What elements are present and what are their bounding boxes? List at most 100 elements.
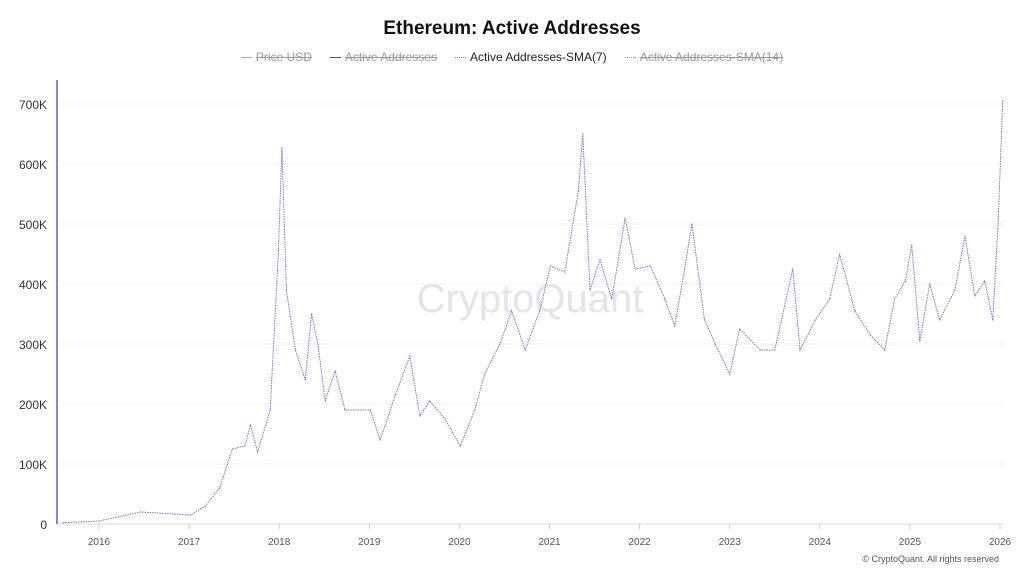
data-point xyxy=(219,487,221,489)
data-point xyxy=(419,415,421,417)
data-point xyxy=(549,265,552,267)
y-tick-label: 300K xyxy=(19,338,47,352)
chart-title: Ethereum: Active Addresses xyxy=(383,18,641,39)
data-point xyxy=(369,409,371,411)
x-tick-label: 2020 xyxy=(448,537,471,548)
legend: Price USD Active Addresses Active Addres… xyxy=(0,50,1024,64)
data-point xyxy=(939,319,941,321)
data-point xyxy=(429,400,431,402)
data-point xyxy=(474,409,476,411)
data-point xyxy=(599,259,601,261)
data-point xyxy=(929,283,931,285)
data-point xyxy=(893,298,896,300)
data-point xyxy=(1002,100,1004,102)
data-point xyxy=(703,319,706,321)
data-point xyxy=(997,220,999,222)
data-point xyxy=(459,445,461,447)
data-point xyxy=(285,289,288,291)
data-point xyxy=(611,298,613,300)
data-point xyxy=(664,298,666,300)
data-point xyxy=(139,511,142,513)
data-point xyxy=(582,133,584,135)
y-tick-label: 400K xyxy=(19,278,47,292)
data-point xyxy=(244,445,246,447)
x-tick-label: 2023 xyxy=(719,537,742,548)
legend-item-price-usd[interactable]: Price USD xyxy=(240,50,312,64)
data-point xyxy=(524,349,526,351)
data-point xyxy=(249,424,251,426)
data-point xyxy=(344,409,346,411)
data-point xyxy=(256,451,259,453)
data-point xyxy=(317,343,319,345)
data-point xyxy=(854,310,856,312)
data-point xyxy=(499,343,501,345)
y-tick-label: 500K xyxy=(19,218,47,232)
y-tick-label: 200K xyxy=(19,398,47,412)
x-tick-label: 2022 xyxy=(628,537,651,548)
data-point xyxy=(911,244,913,246)
data-point xyxy=(379,439,381,441)
data-point xyxy=(394,394,397,396)
legend-label: Active Addresses-SMA(14) xyxy=(639,50,784,64)
data-point xyxy=(204,505,206,507)
data-point xyxy=(98,520,100,522)
data-point xyxy=(691,223,693,225)
data-point xyxy=(269,409,271,411)
data-point xyxy=(714,343,716,345)
data-point xyxy=(884,349,886,351)
data-point xyxy=(190,514,192,516)
legend-swatch xyxy=(240,56,252,58)
data-point xyxy=(919,340,921,342)
data-point xyxy=(829,298,831,300)
data-point xyxy=(904,280,906,282)
data-point xyxy=(577,190,579,192)
x-tick-label: 2016 xyxy=(88,537,111,548)
legend-swatch xyxy=(329,56,341,58)
data-point xyxy=(964,235,966,237)
data-point xyxy=(484,373,486,375)
series-line-sma7 xyxy=(62,100,1004,524)
data-point xyxy=(774,349,776,351)
legend-label: Active Addresses xyxy=(344,50,437,64)
data-point xyxy=(304,379,306,381)
data-point xyxy=(294,349,297,351)
x-tick-label: 2024 xyxy=(809,537,832,548)
data-point xyxy=(954,289,956,291)
copyright: © CryptoQuant. All rights reserved xyxy=(862,554,999,564)
legend-item-sma14[interactable]: Active Addresses-SMA(14) xyxy=(624,50,784,64)
data-point xyxy=(444,418,446,420)
data-point xyxy=(799,349,801,351)
data-point xyxy=(564,271,566,273)
data-point xyxy=(634,268,636,270)
legend-label: Active Addresses-SMA(7) xyxy=(469,50,607,64)
y-tick-label: 600K xyxy=(19,158,47,172)
x-tick-label: 2026 xyxy=(989,537,1012,548)
x-tick-label: 2019 xyxy=(358,537,381,548)
x-tick-label: 2025 xyxy=(899,537,922,548)
data-point xyxy=(729,373,731,375)
data-point xyxy=(62,522,64,524)
data-point xyxy=(311,313,313,315)
x-tick-label: 2018 xyxy=(268,537,291,548)
data-point xyxy=(674,325,676,327)
data-point xyxy=(792,268,794,270)
data-point xyxy=(684,268,686,270)
legend-swatch xyxy=(454,56,466,58)
y-tick-label: 100K xyxy=(19,458,47,472)
legend-item-active-addresses[interactable]: Active Addresses xyxy=(329,50,437,64)
data-point xyxy=(759,349,761,351)
data-point xyxy=(839,253,841,255)
data-point xyxy=(869,334,871,336)
data-point xyxy=(624,217,626,219)
data-point xyxy=(281,147,283,149)
data-point xyxy=(992,319,994,321)
x-tick-label: 2017 xyxy=(178,537,201,548)
legend-item-sma7[interactable]: Active Addresses-SMA(7) xyxy=(454,50,607,64)
data-point xyxy=(739,328,741,330)
data-point xyxy=(538,310,541,312)
data-point xyxy=(984,280,986,282)
legend-swatch xyxy=(624,56,636,58)
y-tick-label: 0 xyxy=(40,518,47,532)
data-point xyxy=(277,253,279,255)
